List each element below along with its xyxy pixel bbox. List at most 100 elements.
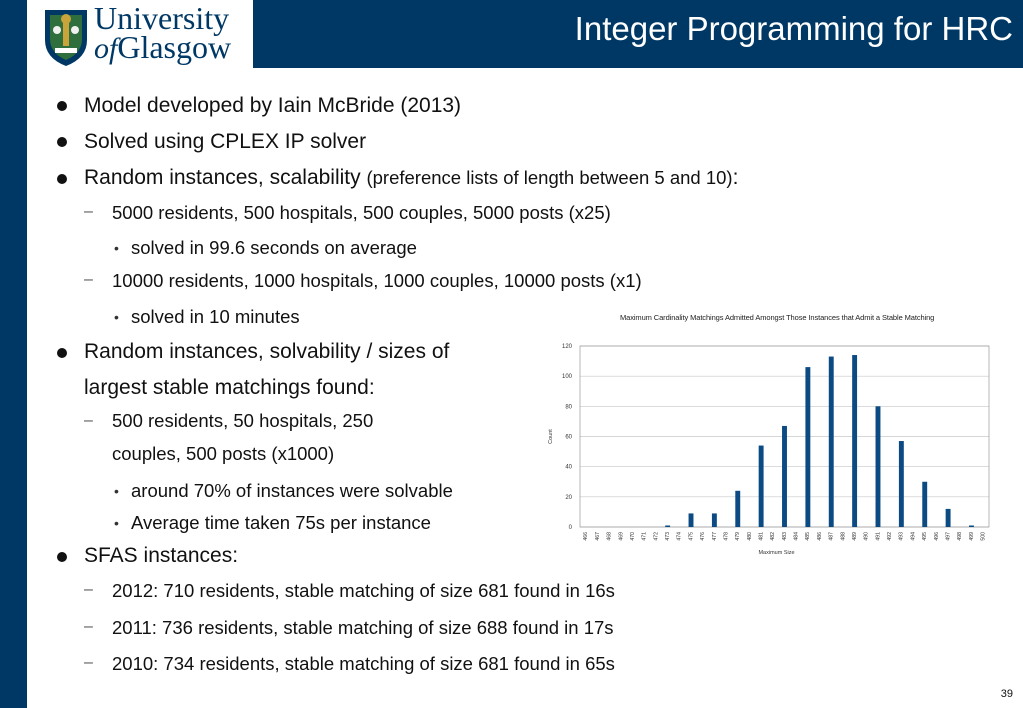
x-tick-label: 493	[899, 532, 905, 541]
x-tick-label: 495	[922, 532, 928, 541]
logo-of: of	[94, 32, 118, 65]
x-tick-label: 486	[817, 532, 823, 541]
bullet-solvability-line2: largest stable matchings found:	[84, 376, 375, 399]
x-tick-label: 490	[864, 532, 870, 541]
x-tick-label: 497	[945, 532, 951, 541]
point-marker: •	[114, 515, 119, 531]
crest-icon	[45, 10, 87, 66]
dash-marker: –	[84, 618, 93, 635]
dash-marker: –	[84, 581, 93, 598]
sub-500-residents-line2: couples, 500 posts (x1000)	[112, 443, 335, 464]
bullet-cplex: Solved using CPLEX IP solver	[84, 130, 367, 153]
y-tick-label: 40	[565, 465, 572, 471]
logo-line-glasgow: ofGlasgow	[94, 31, 231, 65]
x-tick-label: 500	[981, 532, 987, 541]
y-tick-label: 80	[565, 404, 572, 410]
dash-marker: –	[84, 412, 93, 429]
y-tick-label: 0	[569, 525, 573, 531]
x-tick-label: 476	[700, 532, 706, 541]
bar	[969, 525, 974, 527]
sub-5000-residents: 5000 residents, 500 hospitals, 500 coupl…	[112, 202, 611, 223]
x-tick-label: 492	[887, 532, 893, 541]
bullet-dot	[57, 137, 67, 147]
x-tick-label: 475	[688, 532, 694, 541]
scalability-main: Random instances, scalability	[84, 166, 367, 189]
logo-wordmark: University ofGlasgow	[94, 0, 231, 65]
point-70-percent: around 70% of instances were solvable	[131, 480, 453, 501]
x-tick-label: 479	[735, 532, 741, 541]
bar	[922, 481, 928, 527]
bullet-dot	[57, 101, 67, 111]
x-tick-label: 472	[653, 532, 659, 541]
bar	[735, 490, 741, 527]
logo-glasgow: Glasgow	[117, 29, 232, 65]
point-solved-996: solved in 99.6 seconds on average	[131, 237, 417, 258]
sfas-2010: 2010: 734 residents, stable matching of …	[112, 653, 615, 674]
page-number: 39	[1000, 688, 1013, 700]
x-tick-label: 483	[782, 532, 788, 541]
x-tick-label: 468	[607, 532, 613, 541]
x-tick-label: 473	[665, 532, 671, 541]
bar	[828, 356, 834, 527]
x-tick-label: 488	[840, 532, 846, 541]
bullet-dot	[57, 348, 67, 358]
y-tick-label: 120	[562, 344, 573, 350]
x-tick-label: 474	[677, 532, 683, 541]
dash-marker: –	[84, 271, 93, 288]
sfas-2012: 2012: 710 residents, stable matching of …	[112, 580, 615, 601]
bar	[805, 367, 811, 527]
bullet-model-developed: Model developed by Iain McBride (2013)	[84, 94, 462, 117]
x-tick-label: 494	[910, 532, 916, 541]
point-solved-10min: solved in 10 minutes	[131, 306, 300, 327]
bar	[688, 513, 694, 527]
scalability-note: (preference lists of length between 5 an…	[366, 167, 733, 188]
y-tick-label: 20	[565, 495, 572, 501]
x-tick-label: 482	[770, 532, 776, 541]
bar	[945, 508, 951, 527]
x-tick-label: 498	[957, 532, 963, 541]
scalability-colon: :	[732, 166, 739, 189]
x-tick-label: 467	[595, 532, 601, 541]
sub-10000-residents: 10000 residents, 1000 hospitals, 1000 co…	[112, 270, 642, 291]
point-marker: •	[114, 309, 119, 325]
sub-500-residents-line1: 500 residents, 50 hospitals, 250	[112, 410, 374, 431]
bullet-scalability: Random instances, scalability (preferenc…	[84, 166, 738, 190]
university-logo: University ofGlasgow	[27, 0, 253, 80]
point-average-time: Average time taken 75s per instance	[131, 512, 431, 533]
x-tick-label: 477	[712, 532, 718, 541]
bar	[711, 513, 717, 527]
bullet-dot	[57, 174, 67, 184]
x-tick-label: 499	[969, 532, 975, 541]
bar	[782, 425, 787, 527]
y-tick-label: 100	[562, 374, 573, 380]
bullet-solvability-line1: Random instances, solvability / sizes of	[84, 340, 450, 363]
sfas-2011: 2011: 736 residents, stable matching of …	[112, 617, 614, 638]
left-accent-bar	[0, 0, 27, 708]
x-tick-label: 471	[642, 532, 648, 541]
bar	[898, 441, 904, 527]
bullet-sfas: SFAS instances:	[84, 544, 239, 567]
x-axis-title: Maximum Size	[758, 550, 794, 556]
dash-marker: –	[84, 654, 93, 671]
dash-marker: –	[84, 203, 93, 220]
x-tick-label: 470	[630, 532, 636, 541]
x-tick-label: 487	[829, 532, 835, 541]
bar	[758, 445, 764, 527]
logo-line-university: University	[94, 0, 230, 36]
y-tick-label: 60	[565, 435, 572, 441]
bar	[665, 525, 671, 527]
x-tick-label: 491	[875, 532, 881, 541]
x-tick-label: 480	[747, 532, 753, 541]
x-tick-label: 466	[583, 532, 589, 541]
point-marker: •	[114, 240, 119, 256]
x-tick-label: 481	[759, 532, 765, 541]
y-axis-title: Count	[548, 429, 554, 444]
x-tick-label: 478	[723, 532, 729, 541]
bar	[852, 355, 858, 527]
x-tick-label: 485	[805, 532, 811, 541]
x-tick-label: 484	[794, 532, 800, 541]
x-tick-label: 469	[618, 532, 624, 541]
bar	[875, 406, 881, 527]
x-tick-label: 489	[852, 532, 858, 541]
x-tick-label: 496	[934, 532, 940, 541]
